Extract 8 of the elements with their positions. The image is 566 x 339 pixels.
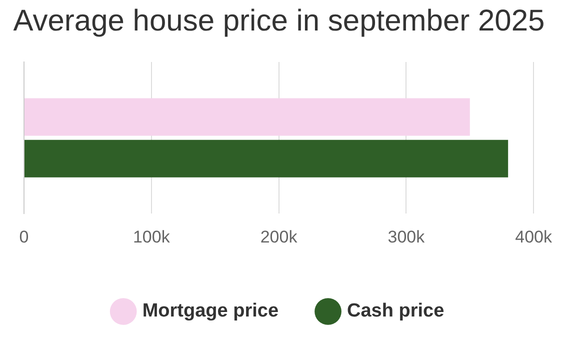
x-tick-label: 100k <box>132 227 170 246</box>
x-tick-label: 300k <box>388 227 426 246</box>
legend-label: Mortgage price <box>142 300 279 322</box>
legend-label: Cash price <box>347 300 444 322</box>
x-tick-label: 0 <box>19 227 29 246</box>
x-tick-label: 400k <box>515 227 552 246</box>
x-tick-label: 200k <box>260 227 298 246</box>
chart-title: Average house price in september 2025 <box>13 4 545 38</box>
